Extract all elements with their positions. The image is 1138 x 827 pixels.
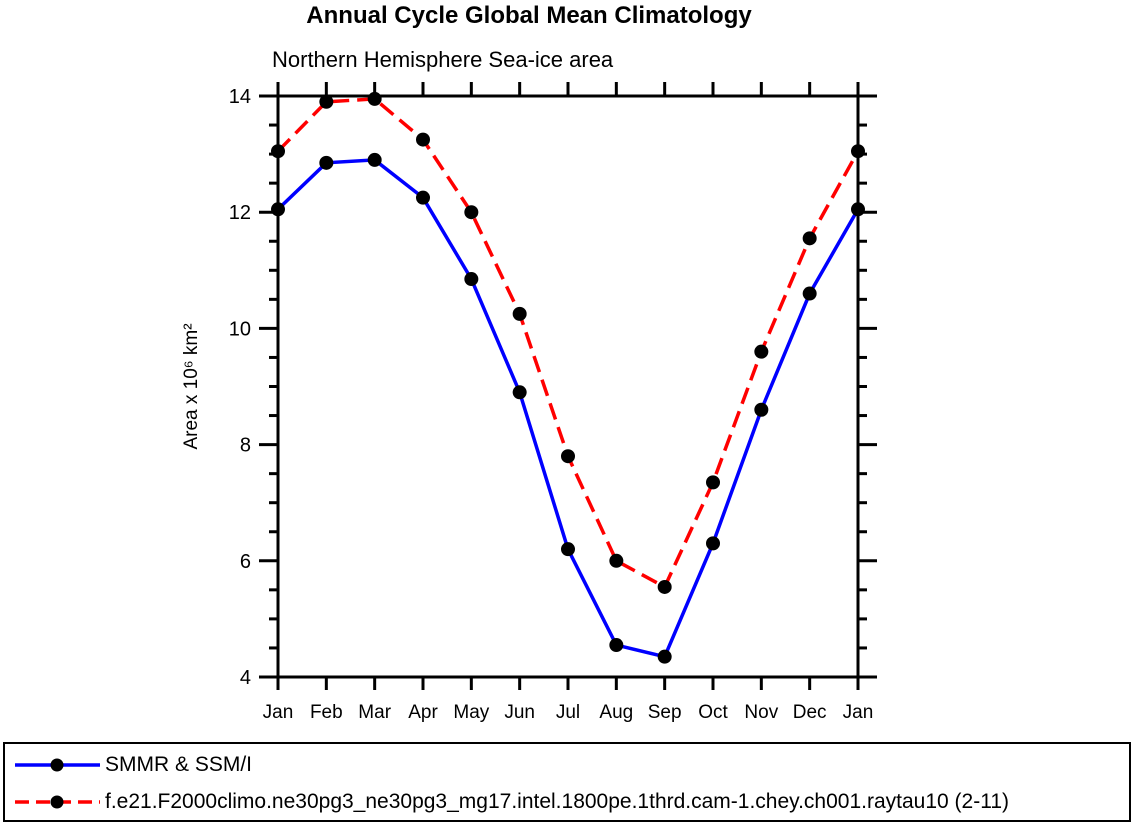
x-tick-label: May bbox=[453, 702, 489, 723]
legend-row-observation: SMMR & SSM/I bbox=[13, 747, 1129, 783]
legend-label-observation: SMMR & SSM/I bbox=[105, 753, 253, 777]
chart-plot-area: Jan Feb Mar Apr May Jun Jul Aug Sep Oct Nov Dec Jan 4… bbox=[181, 82, 877, 723]
data-point-marker bbox=[464, 205, 479, 220]
data-point-marker bbox=[512, 385, 527, 400]
legend-line-sample-solid-blue-icon bbox=[15, 758, 100, 772]
data-point-marker bbox=[561, 542, 575, 557]
chart-subtitle: Northern Hemisphere Sea-ice area bbox=[272, 47, 614, 72]
y-tick-label: 10 bbox=[229, 318, 251, 340]
data-point-marker bbox=[657, 579, 672, 594]
data-point-marker bbox=[609, 553, 624, 568]
data-point-marker bbox=[512, 306, 527, 321]
legend-label-model: f.e21.F2000climo.ne30pg3_ne30pg3_mg17.in… bbox=[105, 789, 1010, 813]
x-tick-label: Feb bbox=[310, 702, 343, 723]
data-point-marker bbox=[561, 449, 575, 464]
x-tick-label: Oct bbox=[698, 702, 728, 723]
data-point-marker bbox=[271, 144, 285, 159]
data-point-marker bbox=[416, 190, 430, 205]
legend-line-sample-dashed-red-icon bbox=[15, 795, 100, 809]
data-point-marker bbox=[367, 152, 382, 167]
data-point-marker bbox=[851, 202, 865, 217]
x-tick-label: Apr bbox=[408, 702, 438, 723]
data-point-marker bbox=[319, 155, 334, 170]
data-point-marker bbox=[416, 132, 430, 147]
data-point-marker bbox=[319, 94, 334, 109]
y-tick-label: 8 bbox=[240, 435, 251, 457]
data-point-marker bbox=[706, 475, 720, 490]
chart-title: Annual Cycle Global Mean Climatology bbox=[306, 2, 752, 29]
data-point-marker bbox=[754, 402, 769, 417]
x-tick-label: Jun bbox=[504, 702, 535, 723]
data-point-marker bbox=[609, 638, 624, 653]
x-tick-label: Nov bbox=[744, 702, 778, 723]
data-point-marker bbox=[706, 536, 720, 551]
data-point-marker bbox=[657, 649, 672, 664]
legend-row-model: f.e21.F2000climo.ne30pg3_ne30pg3_mg17.in… bbox=[13, 784, 1129, 820]
x-tick-label: Mar bbox=[358, 702, 391, 723]
data-point-marker bbox=[754, 344, 769, 359]
data-point-marker bbox=[367, 91, 382, 106]
x-tick-label: Jan bbox=[843, 702, 874, 723]
y-tick-label: 14 bbox=[229, 86, 251, 108]
x-tick-label: Jul bbox=[556, 702, 580, 723]
x-tick-label: Dec bbox=[793, 702, 827, 723]
series-line bbox=[276, 158, 860, 659]
y-tick-label: 6 bbox=[240, 551, 251, 573]
y-axis-label: Area x 10⁶ km² bbox=[181, 323, 202, 449]
x-tick-label: Jan bbox=[263, 702, 294, 723]
x-tick-label: Sep bbox=[648, 702, 682, 723]
data-point-marker bbox=[802, 231, 817, 246]
y-tick-label: 12 bbox=[229, 202, 251, 224]
y-tick-label: 4 bbox=[240, 667, 251, 689]
x-tick-label: Aug bbox=[599, 702, 633, 723]
data-point-marker bbox=[851, 144, 865, 159]
data-point-marker bbox=[802, 286, 817, 301]
series-line bbox=[276, 97, 860, 590]
data-point-marker bbox=[464, 272, 479, 287]
data-point-marker bbox=[271, 202, 285, 217]
legend-box: SMMR & SSM/I f.e21.F2000climo.ne30pg3_ne… bbox=[3, 742, 1131, 822]
